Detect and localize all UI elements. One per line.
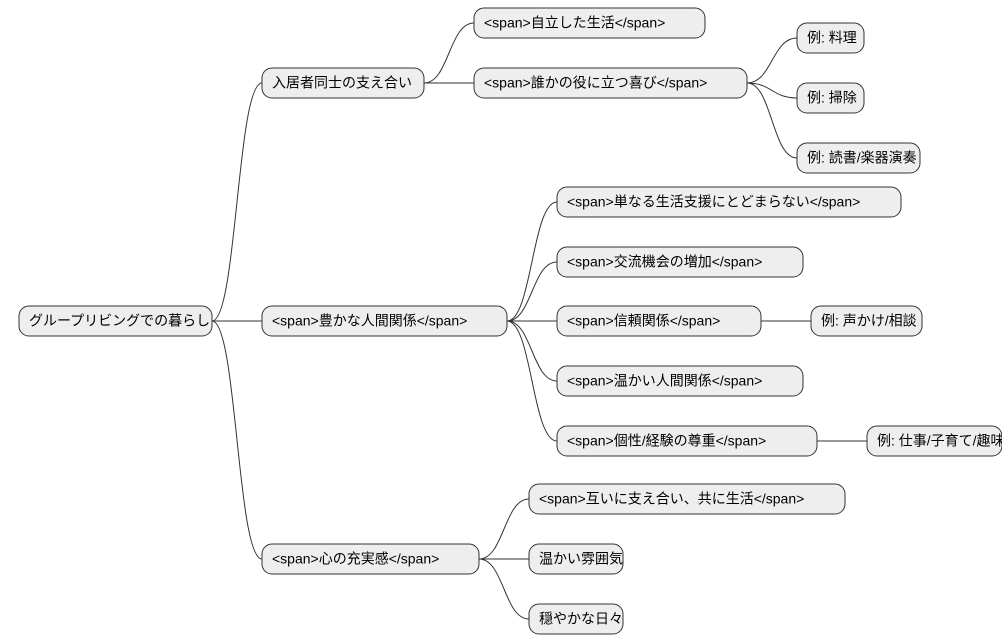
- node-label: 例: 仕事/子育て/趣味: [877, 433, 1002, 449]
- mindmap-canvas: グループリビングでの暮らし 入居者同士の支え合い <span>豊かな人間関係</sp…: [0, 0, 1002, 640]
- node-b3c1: <span>互いに支え合い、共に生活</span>: [529, 484, 845, 514]
- node-label: <span>個性/経験の尊重</span>: [567, 433, 766, 449]
- node-label: <span>温かい人間関係</span>: [567, 373, 762, 389]
- edge: [212, 321, 262, 559]
- node-label: グループリビングでの暮らし: [29, 313, 210, 329]
- node-b1c2e2: 例: 掃除: [797, 83, 864, 113]
- node-label: <span>誰かの役に立つ喜び</span>: [484, 75, 707, 91]
- node-label: <span>信頼関係</span>: [567, 313, 720, 329]
- node-root: グループリビングでの暮らし: [19, 306, 212, 336]
- edge: [747, 83, 797, 158]
- node-b1c1: <span>自立した生活</span>: [474, 8, 705, 38]
- edge: [479, 499, 529, 559]
- node-label: 例: 料理: [807, 30, 857, 46]
- edge: [507, 321, 557, 381]
- node-b2c3: <span>信頼関係</span>: [557, 306, 761, 336]
- node-b2c3e: 例: 声かけ/相談: [811, 306, 922, 336]
- node-label: 入居者同士の支え合い: [272, 75, 412, 91]
- node-b1c2e3: 例: 読書/楽器演奏: [797, 143, 920, 173]
- node-label: 例: 掃除: [807, 90, 857, 106]
- edge: [507, 262, 557, 321]
- edge: [747, 38, 797, 83]
- edge: [507, 202, 557, 321]
- node-b2c5e: 例: 仕事/子育て/趣味: [867, 426, 1002, 456]
- node-b3: <span>心の充実感</span>: [262, 544, 479, 574]
- edge: [479, 559, 529, 619]
- edge: [212, 83, 262, 321]
- node-label: <span>豊かな人間関係</span>: [272, 313, 467, 329]
- node-b1: 入居者同士の支え合い: [262, 68, 424, 98]
- node-label: 例: 声かけ/相談: [821, 313, 917, 329]
- node-b3c3: 穏やかな日々: [529, 604, 623, 634]
- edge: [507, 321, 557, 441]
- node-label: 穏やかな日々: [539, 611, 623, 627]
- node-b2c1: <span>単なる生活支援にとどまらない</span>: [557, 187, 901, 217]
- node-label: <span>互いに支え合い、共に生活</span>: [539, 491, 804, 507]
- node-label: <span>心の充実感</span>: [272, 551, 439, 567]
- node-b1c2: <span>誰かの役に立つ喜び</span>: [474, 68, 747, 98]
- node-label: <span>単なる生活支援にとどまらない</span>: [567, 194, 860, 210]
- node-label: 例: 読書/楽器演奏: [807, 150, 917, 166]
- edge: [424, 23, 474, 83]
- node-b3c2: 温かい雰囲気: [529, 544, 623, 574]
- node-label: 温かい雰囲気: [539, 551, 623, 567]
- node-label: <span>交流機会の増加</span>: [567, 254, 762, 270]
- node-b2c2: <span>交流機会の増加</span>: [557, 247, 803, 277]
- node-b1c2e1: 例: 料理: [797, 23, 864, 53]
- node-label: <span>自立した生活</span>: [484, 15, 665, 31]
- node-b2: <span>豊かな人間関係</span>: [262, 306, 507, 336]
- node-b2c4: <span>温かい人間関係</span>: [557, 366, 803, 396]
- node-b2c5: <span>個性/経験の尊重</span>: [557, 426, 817, 456]
